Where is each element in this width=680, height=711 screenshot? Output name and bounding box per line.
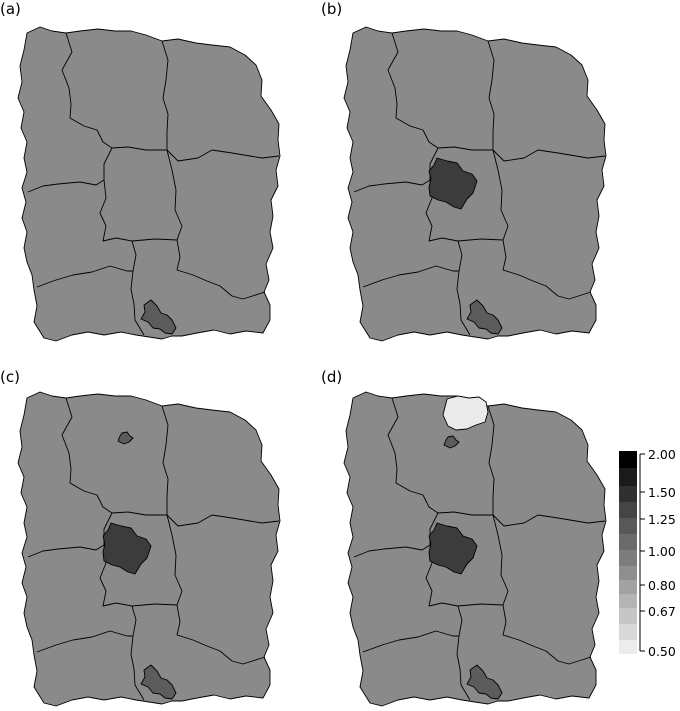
legend-tick-label: 2.00: [648, 447, 676, 462]
map-panel-b: [343, 26, 607, 342]
legend-band: [619, 486, 637, 502]
legend: 2.00 1.50 1.25 1.00 0.80 0.67 0.50: [619, 447, 676, 659]
legend-ticks: [640, 453, 645, 652]
legend-band: [619, 451, 637, 468]
map-panel-a: [17, 26, 281, 342]
legend-band: [619, 640, 637, 654]
legend-band: [619, 534, 637, 550]
legend-band: [619, 468, 637, 486]
legend-band: [619, 566, 637, 580]
legend-band: [619, 502, 637, 518]
map-panel-c: [17, 391, 281, 707]
map-panel-d: [343, 391, 607, 707]
legend-band: [619, 550, 637, 566]
legend-band: [619, 624, 637, 640]
panel-label-c: (c): [0, 368, 20, 386]
panel-label-a: (a): [0, 0, 21, 18]
panel-label-d: (d): [321, 368, 342, 386]
legend-band: [619, 580, 637, 594]
legend-band: [619, 518, 637, 534]
map-regions: [17, 26, 281, 342]
legend-colorbar: [619, 451, 637, 654]
legend-tick-label: 1.25: [648, 512, 676, 527]
legend-tick-label: 0.67: [648, 604, 676, 619]
legend-band: [619, 594, 637, 608]
legend-tick-label: 0.50: [648, 644, 676, 659]
legend-tick-label: 0.80: [648, 578, 676, 593]
legend-tick-label: 1.50: [648, 485, 676, 500]
panel-label-b: (b): [321, 0, 342, 18]
legend-tick-label: 1.00: [648, 544, 676, 559]
legend-band: [619, 608, 637, 624]
